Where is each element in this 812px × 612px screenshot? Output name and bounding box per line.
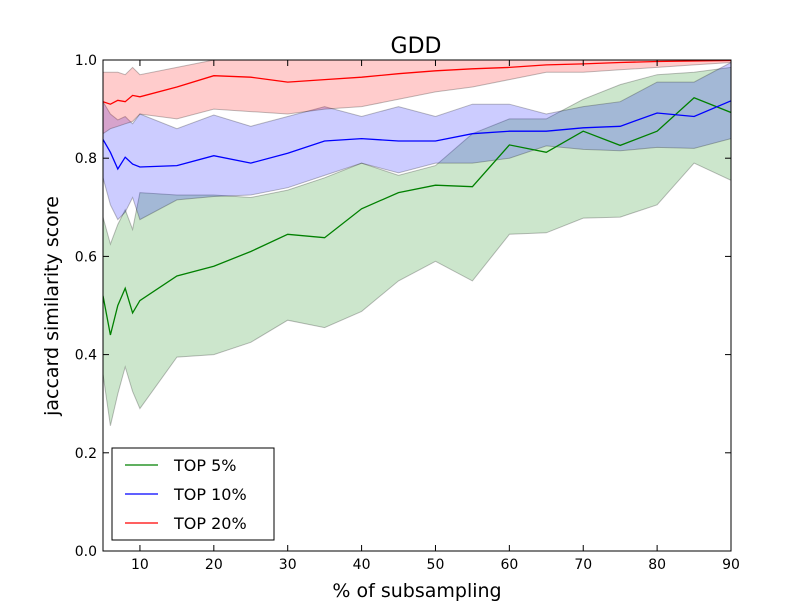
chart-title: GDD <box>391 34 442 59</box>
axes: 10 20 30 40 50 60 70 80 90 0.0 0.2 0.4 0.6 0.8 1.0 <box>75 53 740 573</box>
point-series-1 <box>286 233 289 236</box>
point-series-3 <box>131 94 134 97</box>
point-series-3 <box>175 86 178 89</box>
x-tick-label: 40 <box>353 557 371 573</box>
point-series-2 <box>360 137 363 140</box>
point-series-1 <box>116 304 119 307</box>
point-series-1 <box>545 151 548 154</box>
point-series-2 <box>175 164 178 167</box>
point-series-1 <box>124 287 127 290</box>
point-series-1 <box>471 185 474 188</box>
x-tick-label: 90 <box>722 557 740 573</box>
legend-label-2: TOP 10% <box>173 485 247 504</box>
point-series-3 <box>138 95 141 98</box>
point-series-2 <box>471 132 474 135</box>
point-series-1 <box>508 143 511 146</box>
point-series-2 <box>508 130 511 133</box>
point-series-2 <box>434 140 437 143</box>
point-series-1 <box>656 130 659 133</box>
x-tick-label: 20 <box>205 557 223 573</box>
x-axis-label: % of subsampling <box>332 580 501 602</box>
point-series-3 <box>116 99 119 102</box>
point-series-1 <box>109 334 112 337</box>
point-series-3 <box>508 66 511 69</box>
point-series-1 <box>175 275 178 278</box>
point-series-2 <box>323 140 326 143</box>
band-series-1 <box>103 66 731 426</box>
point-series-2 <box>109 151 112 154</box>
point-series-1 <box>693 96 696 99</box>
line-series-3 <box>103 60 731 105</box>
x-tick-label: 70 <box>574 557 592 573</box>
y-axis-label: jaccard similarity score <box>41 196 63 417</box>
point-series-2 <box>138 166 141 169</box>
point-series-3 <box>212 74 215 77</box>
point-series-3 <box>124 100 127 103</box>
point-series-2 <box>212 154 215 157</box>
point-series-2 <box>545 130 548 133</box>
point-series-3 <box>286 81 289 84</box>
point-series-2 <box>131 163 134 166</box>
point-series-2 <box>582 126 585 129</box>
point-series-1 <box>619 144 622 147</box>
point-series-2 <box>286 152 289 155</box>
legend-label-1: TOP 5% <box>173 456 236 475</box>
point-series-2 <box>397 140 400 143</box>
y-tick-label: 0.2 <box>75 446 97 462</box>
point-series-3 <box>619 61 622 64</box>
y-tick-label: 0.6 <box>75 249 97 265</box>
plot-frame <box>102 59 732 552</box>
x-tick-label: 80 <box>648 557 666 573</box>
point-series-2 <box>656 112 659 115</box>
point-series-1 <box>131 311 134 314</box>
y-tick-label: 0.4 <box>75 348 97 364</box>
point-series-3 <box>323 78 326 81</box>
point-series-1 <box>397 191 400 194</box>
point-series-3 <box>360 76 363 79</box>
point-series-2 <box>124 156 127 159</box>
plot-area <box>103 60 731 426</box>
y-tick-label: 0.0 <box>75 544 97 560</box>
point-series-1 <box>323 236 326 239</box>
point-series-1 <box>360 207 363 210</box>
point-series-3 <box>249 76 252 79</box>
x-tick-label: 10 <box>131 557 149 573</box>
point-series-1 <box>582 130 585 133</box>
point-series-3 <box>471 67 474 70</box>
line-series-2 <box>103 100 731 171</box>
x-tick-label: 60 <box>500 557 518 573</box>
point-series-1 <box>434 184 437 187</box>
point-series-1 <box>249 250 252 253</box>
point-series-3 <box>109 103 112 106</box>
point-series-3 <box>545 63 548 66</box>
point-series-1 <box>212 265 215 268</box>
point-series-1 <box>138 299 141 302</box>
point-series-3 <box>434 69 437 72</box>
y-tick-label: 1.0 <box>75 53 97 69</box>
line-series-1 <box>103 97 731 336</box>
point-series-2 <box>693 115 696 118</box>
x-tick-label: 50 <box>427 557 445 573</box>
point-series-2 <box>249 162 252 165</box>
legend: TOP 5% TOP 10% TOP 20% <box>111 447 275 541</box>
point-series-3 <box>397 72 400 75</box>
legend-label-3: TOP 20% <box>173 514 247 533</box>
point-series-2 <box>116 168 119 171</box>
x-tick-label: 30 <box>279 557 297 573</box>
y-tick-label: 0.8 <box>75 151 97 167</box>
point-series-2 <box>619 125 622 128</box>
